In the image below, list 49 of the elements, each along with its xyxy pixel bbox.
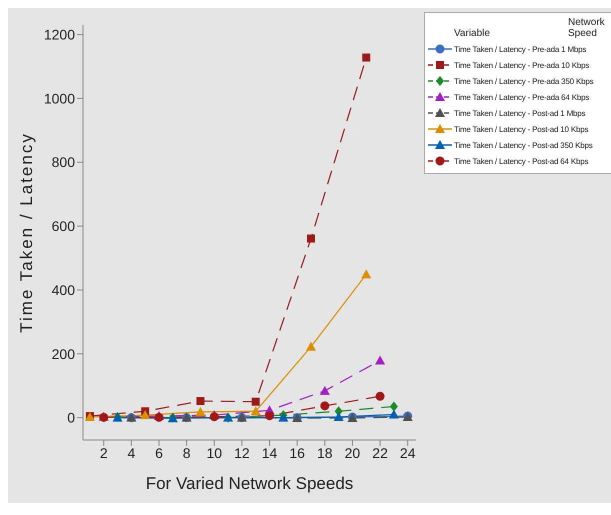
- x-tick-label: 24: [400, 444, 416, 461]
- point: [361, 269, 372, 278]
- point: [278, 412, 288, 422]
- point: [306, 342, 316, 351]
- legend-label: Time Taken / Latency - Post-ad 350 Kbps: [454, 140, 593, 150]
- x-tick-label: 8: [182, 444, 191, 461]
- x-tick-label: 20: [344, 444, 360, 461]
- y-tick-label: 600: [52, 218, 76, 234]
- point: [250, 406, 261, 416]
- point: [334, 412, 344, 422]
- point: [320, 386, 330, 395]
- point: [265, 411, 274, 420]
- point: [306, 234, 315, 243]
- legend-label: Time Taken / Latency - Post-ad 10 Kbps: [454, 124, 588, 134]
- x-tick-label: 12: [234, 444, 250, 461]
- point: [252, 398, 260, 406]
- legend-label: Time Taken / Latency - Pre-ada 64 Kbps: [454, 92, 590, 102]
- x-tick-label: 10: [206, 444, 222, 461]
- point: [196, 397, 204, 406]
- point: [320, 401, 330, 410]
- y-tick-label: 0: [67, 410, 76, 426]
- point: [362, 54, 370, 62]
- x-tick-label: 4: [127, 444, 136, 461]
- y-tick-label: 1000: [44, 90, 76, 106]
- x-tick-label: 6: [155, 444, 164, 461]
- x-tick-label: 16: [289, 444, 306, 461]
- point: [376, 392, 385, 401]
- text: Variable: [453, 28, 491, 39]
- y-axis-title: Time Taken / Latency: [17, 132, 36, 333]
- y-tick-label: 200: [52, 346, 76, 362]
- point: [140, 410, 150, 420]
- x-axis-title: For Varied Network Speeds: [146, 474, 354, 493]
- legend-label: Time Taken / Latency - Pre-ada 10 Kbps: [454, 60, 590, 70]
- x-tick-label: 18: [317, 444, 333, 461]
- y-tick-label: 400: [52, 282, 76, 298]
- legend-title: Network Speed: [568, 17, 606, 39]
- point: [195, 406, 206, 416]
- legend-label: Time Taken / Latency - Post-ad 64 Kbps: [454, 156, 588, 166]
- x-tick-label: 2: [100, 444, 108, 461]
- point: [375, 356, 386, 365]
- point: [388, 409, 399, 418]
- x-tick-label: 14: [262, 444, 278, 461]
- y-tick-label: 800: [52, 154, 76, 170]
- legend-label: Time Taken / Latency - Pre-ada 350 Kbps: [454, 76, 594, 86]
- y-tick-label: 1200: [44, 26, 76, 43]
- point: [390, 401, 398, 412]
- legend-label: Time Taken / Latency - Post-ad 1 Mbps: [454, 108, 586, 118]
- x-tick-label: 22: [372, 444, 388, 461]
- legend-label: Time Taken / Latency - Pre-ada 1 Mbps: [454, 44, 586, 54]
